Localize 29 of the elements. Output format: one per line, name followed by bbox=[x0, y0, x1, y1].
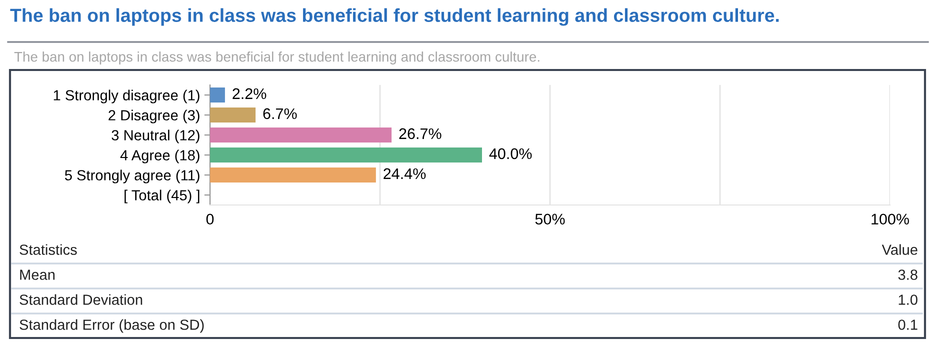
text: Mean bbox=[20, 270, 55, 280]
data-label: 24.4% bbox=[384, 168, 426, 180]
chart-title: The ban on laptops in class was beneficial for student learning and classroom culture. bbox=[10, 8, 779, 26]
bar bbox=[210, 148, 482, 162]
text: Value bbox=[882, 244, 918, 255]
data-label: 2.2% bbox=[232, 88, 266, 100]
bar bbox=[210, 108, 256, 122]
bar bbox=[210, 128, 392, 142]
x-tick-label: 0 bbox=[206, 214, 214, 225]
chart-subtitle: The ban on laptops in class was beneficial for student learning and classroom culture. bbox=[14, 52, 540, 64]
y-tick-label: 1 Strongly disagree (1) bbox=[54, 90, 200, 104]
bar bbox=[210, 88, 225, 102]
text: Standard Error (base on SD) bbox=[20, 319, 204, 333]
text: 3.8 bbox=[898, 270, 918, 280]
text: 1.0 bbox=[898, 294, 918, 305]
text: 0.1 bbox=[898, 320, 918, 330]
data-label: 40.0% bbox=[489, 148, 532, 160]
x-tick-label: 50% bbox=[535, 214, 565, 225]
x-tick-label: 100% bbox=[872, 214, 909, 225]
y-tick-label: [ Total (45) ] bbox=[124, 190, 200, 204]
y-tick-label: 5 Strongly agree (11) bbox=[64, 170, 200, 184]
data-label: 6.7% bbox=[263, 108, 297, 120]
y-tick-label: 2 Disagree (3) bbox=[108, 110, 200, 124]
data-label: 26.7% bbox=[399, 128, 442, 140]
bar bbox=[210, 168, 376, 182]
text: Statistics bbox=[20, 244, 77, 255]
text: Standard Deviation bbox=[20, 294, 142, 305]
y-tick-label: 4 Agree (18) bbox=[120, 150, 200, 164]
y-tick-label: 3 Neutral (12) bbox=[112, 130, 200, 144]
